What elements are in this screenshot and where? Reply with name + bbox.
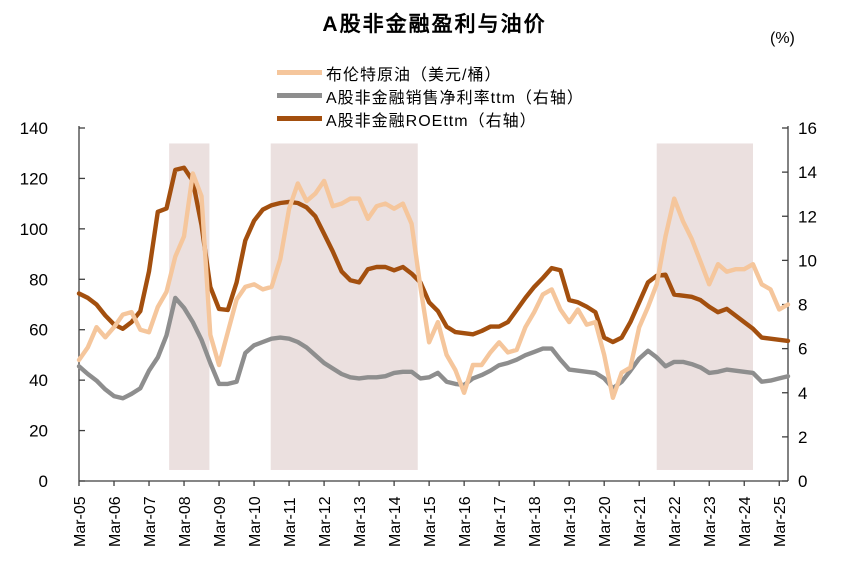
right-axis-tick-label: 6 [798, 340, 807, 359]
left-axis-tick-label: 20 [29, 422, 48, 441]
x-axis-tick-label: Mar-19 [562, 496, 579, 547]
x-axis-tick-label: Mar-22 [667, 496, 684, 547]
legend-swatch-brent [277, 70, 322, 75]
shaded-band-2 [270, 143, 418, 470]
legend-label-brent: 布伦特原油（美元/桶） [326, 66, 502, 84]
legend-item-roe: A股非金融ROEttm（右轴） [277, 107, 584, 130]
x-axis-tick-label: Mar-11 [282, 497, 299, 547]
legend: 布伦特原油（美元/桶） A股非金融销售净利率ttm（右轴） A股非金融ROEtt… [277, 61, 584, 130]
left-axis-tick-label: 140 [20, 119, 48, 138]
x-axis-tick-label: Mar-09 [212, 496, 229, 547]
x-axis-tick-label: Mar-20 [597, 496, 614, 547]
chart-title: A股非金融盈利与油价 [322, 13, 547, 36]
legend-swatch-net-margin [277, 93, 322, 98]
x-axis-tick-label: Mar-21 [632, 496, 649, 547]
right-axis-tick-label: 14 [798, 163, 817, 182]
series-brent-oil-line [76, 171, 791, 400]
right-axis-tick-label: 8 [798, 296, 807, 315]
x-axis-tick-label: Mar-15 [422, 496, 439, 547]
legend-item-net-margin: A股非金融销售净利率ttm（右轴） [277, 84, 584, 107]
x-axis-tick-label: Mar-05 [72, 496, 89, 547]
left-axis-tick-label: 120 [20, 169, 48, 188]
right-axis-tick-label: 4 [798, 384, 807, 403]
x-axis-tick-label: Mar-06 [107, 496, 124, 547]
x-axis-tick-label: Mar-18 [527, 496, 544, 547]
x-axis-tick-label: Mar-12 [317, 496, 334, 547]
legend-label-roe: A股非金融ROEttm（右轴） [326, 112, 537, 130]
legend-item-brent: 布伦特原油（美元/桶） [277, 61, 584, 84]
left-axis-tick-label: 40 [29, 371, 48, 390]
right-axis-tick-label: 2 [798, 428, 807, 447]
legend-label-net-margin: A股非金融销售净利率ttm（右轴） [326, 89, 584, 107]
legend-swatch-roe [277, 116, 322, 121]
shaded-band-3 [656, 143, 753, 470]
x-axis-tick-label: Mar-10 [247, 496, 264, 547]
x-axis-tick-label: Mar-25 [772, 496, 789, 547]
x-axis-tick-label: Mar-08 [177, 496, 194, 547]
right-axis-tick-label: 10 [798, 251, 817, 270]
x-axis-tick-label: Mar-23 [702, 496, 719, 547]
x-axis-tick-label: Mar-13 [352, 496, 369, 547]
left-axis-tick-label: 80 [29, 270, 48, 289]
right-axis-tick-label: 16 [798, 119, 817, 138]
x-axis-tick-label: Mar-17 [492, 496, 509, 547]
x-axis-tick-label: Mar-16 [457, 496, 474, 547]
right-axis-unit-label: (%) [770, 30, 795, 47]
x-axis-tick-label: Mar-24 [737, 496, 754, 547]
right-axis-tick-label: 0 [798, 472, 807, 491]
x-axis-tick-label: Mar-14 [387, 496, 404, 547]
left-axis-tick-label: 60 [29, 321, 48, 340]
series-net-margin-line [76, 295, 791, 401]
series-roe-line [76, 165, 791, 345]
x-axis-tick-label: Mar-07 [142, 496, 159, 547]
right-axis-tick-label: 12 [798, 207, 817, 226]
left-axis-tick-label: 0 [39, 472, 48, 491]
left-axis-tick-label: 100 [20, 220, 48, 239]
